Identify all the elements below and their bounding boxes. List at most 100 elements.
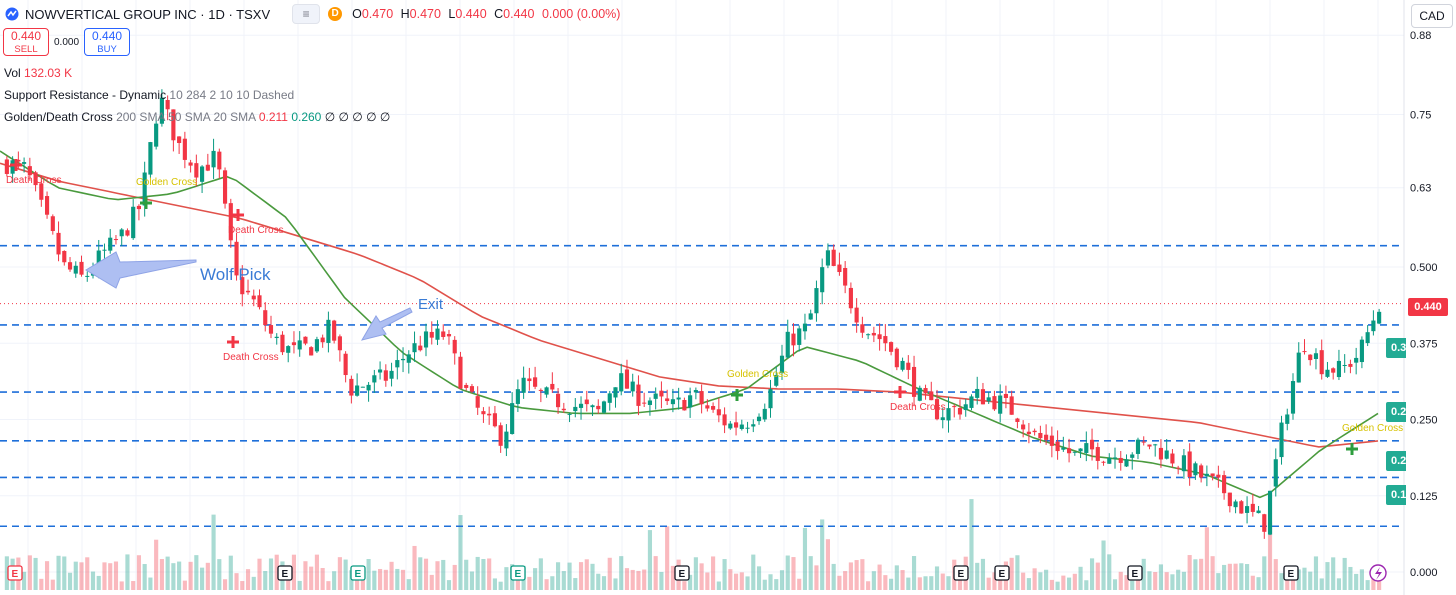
volume-bar xyxy=(1061,575,1066,590)
volume-bar xyxy=(934,566,940,590)
volume-bar xyxy=(745,576,750,590)
candle-body xyxy=(211,150,216,168)
candle-body xyxy=(768,389,773,409)
volume-bar xyxy=(653,556,658,590)
candle-body xyxy=(85,275,90,277)
volume-bar xyxy=(682,581,687,590)
volume-bar xyxy=(923,576,928,590)
candle-body xyxy=(125,230,130,236)
volume-bar xyxy=(779,570,785,590)
candle-body xyxy=(619,373,624,392)
candle-body xyxy=(79,261,84,275)
currency-selector[interactable]: CAD xyxy=(1411,4,1453,28)
candle-body xyxy=(1377,311,1382,324)
candle-body xyxy=(854,307,859,323)
volume-bar xyxy=(171,563,176,590)
volume-bar xyxy=(1365,580,1370,590)
candle-body xyxy=(1371,320,1376,332)
y-tick-label: 0.125 xyxy=(1410,491,1438,503)
earnings-marker[interactable] xyxy=(674,565,690,581)
candle-body xyxy=(1153,444,1158,446)
volume-bar xyxy=(119,581,124,590)
volume-bar xyxy=(607,557,612,590)
buy-button[interactable]: 0.440 BUY xyxy=(84,28,131,56)
sr-legend[interactable]: Support Resistance - Dynamic 10 284 2 10… xyxy=(4,88,294,102)
candle-body xyxy=(1302,351,1307,353)
earnings-marker[interactable] xyxy=(7,565,23,581)
volume-bar xyxy=(27,555,32,590)
volume-bar xyxy=(50,579,55,590)
candle-body xyxy=(1095,447,1100,461)
candle-body xyxy=(119,229,124,237)
death-cross-label: Death Cross xyxy=(228,225,284,236)
gdc-value-1: 0.211 xyxy=(258,110,288,124)
candle-body xyxy=(1044,434,1049,440)
candle-body xyxy=(1015,418,1020,422)
trade-panel: 0.440 SELL 0.000 0.440 BUY xyxy=(3,28,131,56)
symbol-title[interactable]: NOWVERTICAL GROUP INC · 1D · TSXV xyxy=(25,6,271,22)
volume-bar xyxy=(194,555,199,590)
chart-header: NOWVERTICAL GROUP INC · 1D · TSXV ≡ D O0… xyxy=(0,0,624,28)
candle-body xyxy=(917,387,922,401)
sma-value-tag: 0.211 xyxy=(1386,451,1406,471)
candle-body xyxy=(498,425,503,446)
volume-bar xyxy=(1371,575,1376,590)
volume-bar xyxy=(1055,581,1060,590)
earnings-marker[interactable] xyxy=(277,565,293,581)
candle-body xyxy=(291,342,297,346)
volume-bar xyxy=(837,575,842,590)
candle-body xyxy=(515,389,520,404)
earnings-marker[interactable] xyxy=(1127,565,1143,581)
volume-bar xyxy=(515,574,520,590)
candle-body xyxy=(843,268,848,286)
volume-bar xyxy=(716,581,721,590)
candle-body xyxy=(303,336,308,344)
indicator-menu-button[interactable]: ≡ xyxy=(292,4,321,24)
candle-body xyxy=(452,339,457,354)
low-value: 0.440 xyxy=(455,7,487,21)
candle-body xyxy=(1267,490,1273,535)
ohlc-readout: O0.470 H0.470 L0.440 C0.440 0.000 (0.00%… xyxy=(352,7,624,21)
delayed-data-badge[interactable]: D xyxy=(328,7,343,21)
earnings-marker[interactable] xyxy=(1283,565,1299,581)
candle-body xyxy=(1216,474,1221,478)
gdc-value-2: 0.260 xyxy=(291,110,322,124)
volume-bar xyxy=(263,570,268,590)
volume-bar xyxy=(567,562,572,590)
volume-bar xyxy=(1015,555,1020,590)
candle-body xyxy=(326,319,331,343)
volume-bar xyxy=(1285,571,1290,590)
volume-bar xyxy=(1245,564,1250,590)
volume-bar xyxy=(90,571,96,590)
volume-bar xyxy=(320,568,325,590)
volume-bar xyxy=(1227,563,1232,590)
candle-body xyxy=(1141,441,1146,443)
volume-bar xyxy=(797,578,802,590)
candle-body xyxy=(332,320,337,341)
volume-bar xyxy=(481,559,486,590)
candle-body xyxy=(194,163,199,178)
volume-bar xyxy=(1158,564,1164,590)
earnings-marker[interactable] xyxy=(510,565,526,581)
candle-body xyxy=(716,409,721,416)
volume-bar xyxy=(286,574,291,590)
volume-legend[interactable]: Vol 132.03 K xyxy=(4,66,72,80)
sell-button[interactable]: 0.440 SELL xyxy=(3,28,49,56)
earnings-marker[interactable] xyxy=(350,565,366,581)
gdc-legend[interactable]: Golden/Death Cross 200 SMA 50 SMA 20 SMA… xyxy=(4,110,390,124)
candle-body xyxy=(62,250,67,263)
price-axis[interactable]: 0.88 0.75 0.63 0.500 0.375 0.250 0.125 0.000 xyxy=(1410,30,1438,579)
earnings-marker[interactable] xyxy=(953,565,969,581)
candle-body xyxy=(475,396,480,408)
candle-body xyxy=(1245,506,1250,513)
candle-body xyxy=(934,399,940,420)
candle-body xyxy=(142,172,147,206)
candle-body xyxy=(412,343,417,353)
volume-bar xyxy=(441,559,446,590)
volume-bar xyxy=(860,559,865,590)
volume-bar xyxy=(596,573,601,590)
volume-bar xyxy=(22,571,27,590)
earnings-marker[interactable] xyxy=(994,565,1010,581)
